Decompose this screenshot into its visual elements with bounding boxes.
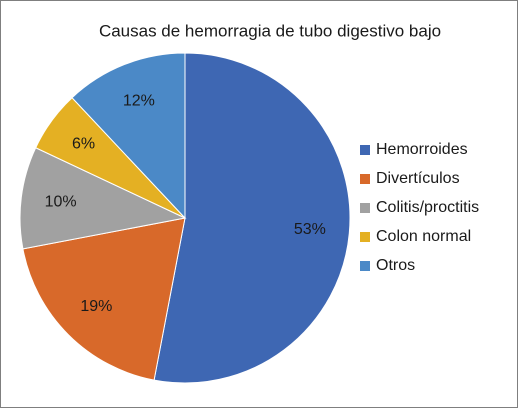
data-label: 6% <box>72 136 95 153</box>
data-label: 53% <box>294 221 326 238</box>
legend-label: Colon normal <box>376 228 471 245</box>
pie-slice <box>71 52 186 220</box>
chart-title: Causas de hemorragia de tubo digestivo b… <box>99 21 441 40</box>
legend-label: Hemorroides <box>376 141 468 158</box>
data-label: 19% <box>80 298 112 315</box>
legend-swatch <box>360 145 370 155</box>
legend-swatch <box>360 174 370 184</box>
legend-label: Colitis/proctitis <box>376 199 479 216</box>
pie-slice <box>153 52 351 384</box>
legend-label: Otros <box>376 257 415 274</box>
legend-swatch <box>360 261 370 271</box>
data-label: 10% <box>45 194 77 211</box>
legend-swatch <box>360 203 370 213</box>
pie-slice <box>19 147 187 250</box>
pie-slice <box>22 217 186 381</box>
legend-label: Divertículos <box>376 170 460 187</box>
legend-swatch <box>360 232 370 242</box>
data-label: 12% <box>123 93 155 110</box>
